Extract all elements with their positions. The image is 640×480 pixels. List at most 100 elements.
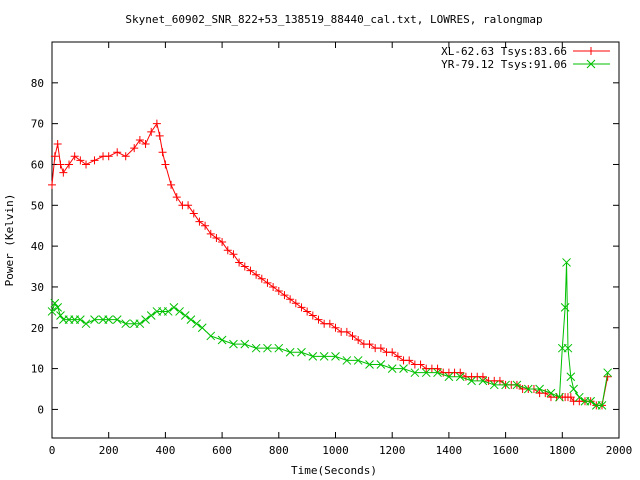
data-point bbox=[416, 360, 425, 369]
data-point bbox=[169, 303, 179, 312]
data-point bbox=[393, 352, 402, 361]
data-point bbox=[319, 351, 329, 361]
data-point bbox=[76, 156, 85, 165]
x-tick-label: 1600 bbox=[492, 444, 519, 457]
y-tick-label: 50 bbox=[31, 199, 44, 212]
y-tick-label: 60 bbox=[31, 158, 44, 171]
y-tick-label: 20 bbox=[31, 322, 44, 335]
data-point bbox=[586, 396, 596, 406]
data-point bbox=[433, 368, 442, 378]
data-point bbox=[53, 140, 62, 149]
y-tick-label: 70 bbox=[31, 118, 44, 131]
data-point bbox=[217, 335, 227, 345]
data-point bbox=[50, 298, 60, 308]
data-point bbox=[495, 376, 504, 385]
data-point bbox=[192, 319, 201, 329]
series-line-0 bbox=[51, 122, 609, 406]
data-point bbox=[388, 348, 397, 357]
legend: XL-62.63 Tsys:83.66 YR-79.12 Tsys:91.06 bbox=[441, 45, 610, 71]
x-tick-label: 2000 bbox=[606, 444, 633, 457]
data-point bbox=[467, 376, 476, 386]
x-tick-label: 1400 bbox=[436, 444, 463, 457]
series-1 bbox=[47, 258, 613, 410]
data-point bbox=[342, 327, 351, 336]
data-point bbox=[48, 180, 56, 189]
plot-frame bbox=[51, 41, 620, 439]
data-point bbox=[455, 372, 465, 382]
data-point bbox=[257, 274, 266, 283]
data-point bbox=[56, 311, 65, 320]
data-point bbox=[90, 156, 99, 165]
data-point bbox=[285, 347, 295, 357]
y-tick-label: 30 bbox=[31, 281, 44, 294]
data-point bbox=[158, 148, 167, 157]
x-tick-label: 400 bbox=[155, 444, 175, 457]
data-point bbox=[566, 372, 576, 382]
data-point bbox=[184, 201, 193, 210]
x-axis-label: Time(Seconds) bbox=[291, 464, 377, 477]
data-point bbox=[560, 303, 570, 312]
x-tick-label: 1800 bbox=[549, 444, 576, 457]
data-point bbox=[410, 368, 420, 378]
data-point bbox=[263, 278, 272, 287]
data-point bbox=[47, 307, 57, 316]
data-point bbox=[189, 209, 198, 218]
data-point bbox=[478, 376, 488, 386]
data-point bbox=[53, 303, 63, 312]
y-tick-label: 80 bbox=[31, 77, 44, 90]
x-tick-label: 800 bbox=[269, 444, 289, 457]
data-point bbox=[121, 152, 130, 161]
data-point bbox=[365, 360, 374, 369]
y-axis-label: Power (Kelvin) bbox=[3, 194, 16, 287]
data-point bbox=[365, 340, 374, 349]
data-point bbox=[478, 372, 487, 381]
legend-label-1: YR-79.12 Tsys:91.06 bbox=[441, 58, 567, 71]
data-point bbox=[152, 119, 161, 128]
data-point bbox=[501, 380, 510, 390]
data-point bbox=[251, 343, 261, 353]
legend-marker-1 bbox=[586, 59, 596, 69]
data-point bbox=[297, 303, 306, 312]
data-point bbox=[201, 221, 210, 230]
data-point bbox=[50, 152, 59, 161]
data-point bbox=[263, 343, 272, 353]
data-point bbox=[269, 282, 278, 291]
data-point bbox=[186, 315, 196, 324]
data-point bbox=[353, 356, 363, 365]
data-point bbox=[81, 319, 91, 329]
data-point bbox=[70, 152, 79, 161]
data-point bbox=[444, 372, 454, 382]
data-point bbox=[574, 392, 584, 402]
data-point bbox=[325, 319, 334, 328]
data-point bbox=[314, 315, 323, 324]
data-point bbox=[489, 380, 499, 390]
y-tick-label: 0 bbox=[37, 403, 44, 416]
data-point bbox=[147, 127, 156, 136]
data-point bbox=[229, 339, 238, 349]
data-point bbox=[90, 315, 99, 324]
axis-ticks: 0 200 400 600 800 1000 1200 1400 1600 1800 2000 0 10… bbox=[31, 42, 633, 457]
data-point bbox=[342, 356, 352, 365]
data-point bbox=[212, 233, 221, 242]
data-point bbox=[59, 168, 68, 177]
data-point bbox=[135, 135, 144, 144]
data-point bbox=[597, 400, 607, 410]
data-point bbox=[541, 389, 550, 398]
data-point bbox=[112, 315, 122, 324]
data-point bbox=[246, 266, 255, 275]
data-point bbox=[376, 344, 385, 353]
data-point bbox=[146, 311, 156, 320]
data-point bbox=[252, 270, 261, 279]
data-point bbox=[65, 160, 74, 169]
series-layer bbox=[47, 119, 613, 410]
data-point bbox=[331, 323, 340, 332]
data-point bbox=[535, 384, 544, 394]
chart-title: Skynet_60902_SNR_822+53_138519_88440_cal… bbox=[125, 13, 542, 26]
legend-label-0: XL-62.63 Tsys:83.66 bbox=[441, 45, 567, 58]
data-point bbox=[512, 380, 522, 390]
series-0 bbox=[48, 119, 612, 410]
data-point bbox=[206, 331, 216, 341]
data-point bbox=[163, 307, 173, 316]
x-tick-label: 0 bbox=[49, 444, 56, 457]
